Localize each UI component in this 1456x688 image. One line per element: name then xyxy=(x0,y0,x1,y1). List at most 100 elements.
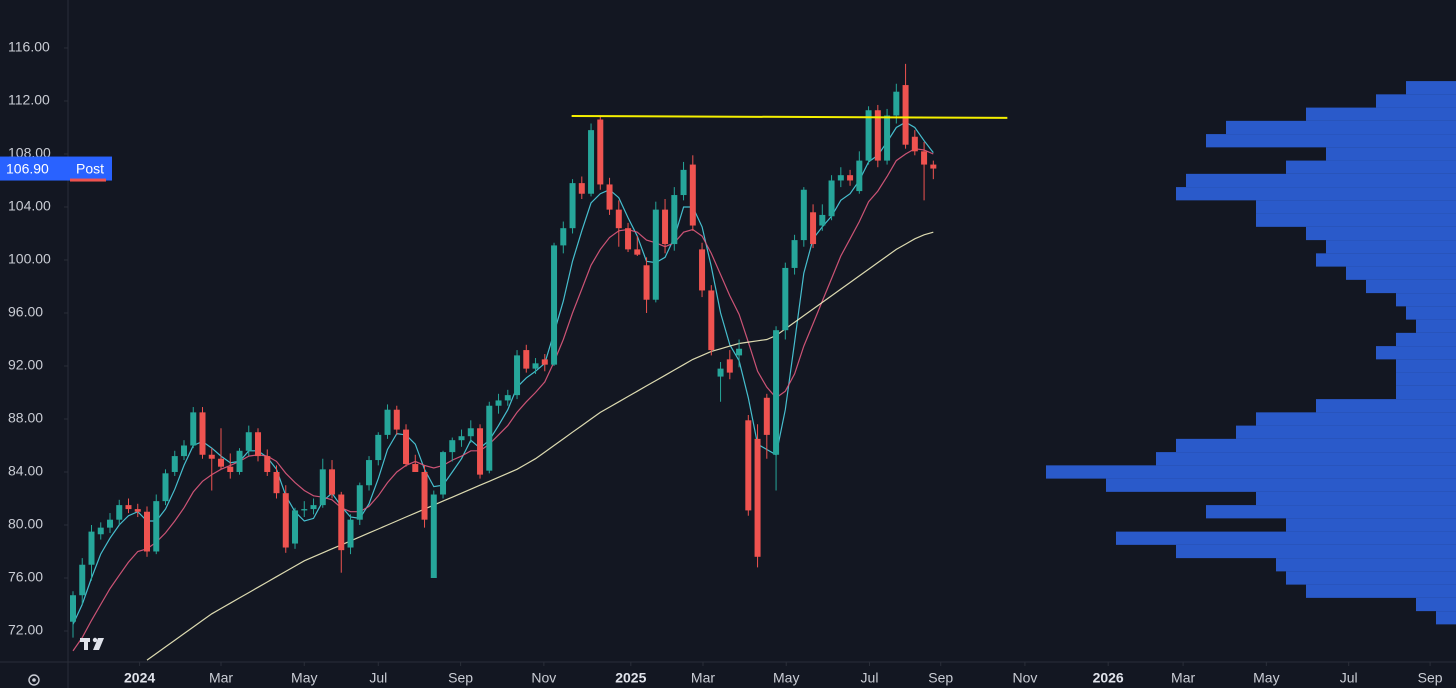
candle-body xyxy=(856,160,863,192)
ma-line xyxy=(72,121,934,625)
x-tick-label: May xyxy=(291,670,317,686)
candle-body xyxy=(689,164,696,226)
candle-body xyxy=(134,509,141,512)
volume-profile-bar xyxy=(1326,147,1456,161)
candle-body xyxy=(421,471,428,520)
candle-body xyxy=(597,119,604,185)
candle-body xyxy=(791,240,798,268)
volume-profile-bar xyxy=(1396,372,1456,386)
y-tick-label: 112.00 xyxy=(8,92,50,108)
volume-profile-bar xyxy=(1156,452,1456,466)
candle-body xyxy=(736,348,743,356)
candle-body xyxy=(837,175,844,181)
candle-body xyxy=(255,432,262,457)
candle-body xyxy=(865,110,872,161)
candle-body xyxy=(874,110,881,161)
volume-profile-bar xyxy=(1276,558,1456,572)
candle-body xyxy=(366,460,373,486)
y-tick-label: 72.00 xyxy=(8,622,43,638)
volume-profile-bar xyxy=(1306,107,1456,121)
axes: 72.00 76.00 80.00 84.00 88.00 92.00 96.00 100.0… xyxy=(0,39,1443,686)
candle-body xyxy=(828,180,835,217)
x-tick-label: Sep xyxy=(1418,670,1443,686)
candle-body xyxy=(477,428,484,475)
volume-profile-bar xyxy=(1236,425,1456,439)
candle-body xyxy=(773,330,780,455)
volume-profile-bar xyxy=(1406,306,1456,320)
volume-profile-bar xyxy=(1256,412,1456,426)
x-tick-label: May xyxy=(773,670,799,686)
candle-body xyxy=(440,452,447,495)
volume-profile-bar xyxy=(1256,491,1456,506)
volume-profile-bar xyxy=(1176,544,1456,559)
settings-icon[interactable] xyxy=(28,674,40,686)
candle-body xyxy=(717,368,724,377)
candle-body xyxy=(819,214,826,226)
volume-profile-bar xyxy=(1186,173,1456,188)
candle-body xyxy=(449,440,456,453)
candle-body xyxy=(495,400,502,406)
candle-body xyxy=(218,458,225,467)
candle-body xyxy=(699,249,706,291)
candle-body xyxy=(208,454,215,459)
candle-body xyxy=(273,471,280,494)
volume-profile-bar xyxy=(1346,266,1456,280)
candle-body xyxy=(384,409,391,435)
y-tick-label: 104.00 xyxy=(8,198,51,214)
volume-profile-bar xyxy=(1376,94,1456,108)
candle-body xyxy=(162,473,169,502)
session-underline xyxy=(70,178,106,182)
x-tick-label: Jul xyxy=(369,670,387,686)
volume-profile-bar xyxy=(1176,187,1456,201)
candle-body xyxy=(338,494,345,551)
candle-body xyxy=(588,130,595,194)
last-price-label: 106.90 xyxy=(6,160,49,176)
y-tick-label: 84.00 xyxy=(8,463,43,479)
x-tick-label: Sep xyxy=(448,670,473,686)
candle-body xyxy=(301,509,308,511)
candle-body xyxy=(486,405,493,471)
candle-body xyxy=(560,228,567,246)
volume-profile-bar xyxy=(1046,465,1456,479)
volume-profile-bar xyxy=(1176,438,1456,453)
candle-body xyxy=(578,183,585,194)
candle-body xyxy=(680,169,687,196)
volume-profile-bar xyxy=(1366,279,1456,294)
volume-profile-bar xyxy=(1256,200,1456,214)
candle-body xyxy=(236,450,243,472)
candle-body xyxy=(97,527,104,535)
candle-body xyxy=(708,290,715,351)
candle-body xyxy=(181,445,188,457)
volume-profile-bar xyxy=(1396,293,1456,307)
session-box xyxy=(70,156,112,181)
volume-profile-bar xyxy=(1396,332,1456,347)
candle-body xyxy=(782,267,789,331)
candle-body xyxy=(153,501,160,552)
volume-profile-bar xyxy=(1416,319,1456,333)
candle-body xyxy=(930,164,937,169)
candle-body xyxy=(171,456,178,472)
volume-profile-bar xyxy=(1436,611,1456,625)
candle-body xyxy=(199,412,206,455)
x-tick-label: 2026 xyxy=(1093,670,1124,686)
candle-body xyxy=(921,151,928,165)
candle-body xyxy=(227,466,234,472)
volume-profile-bar xyxy=(1416,597,1456,612)
candle-body xyxy=(375,434,382,461)
y-tick-label: 100.00 xyxy=(8,251,51,267)
candle-body xyxy=(532,363,539,369)
volume-profile-bar xyxy=(1316,253,1456,267)
candle-body xyxy=(412,464,419,472)
candle-body xyxy=(671,195,678,245)
y-tick-label: 92.00 xyxy=(8,357,43,373)
volume-profile-bar xyxy=(1106,478,1456,492)
x-tick-label: 2025 xyxy=(615,670,646,686)
y-tick-label: 80.00 xyxy=(8,516,43,532)
candle-body xyxy=(643,265,650,300)
x-tick-label: Nov xyxy=(531,670,556,686)
volume-profile-bar xyxy=(1396,385,1456,400)
ma-line xyxy=(146,231,934,661)
candle-body xyxy=(393,409,400,430)
